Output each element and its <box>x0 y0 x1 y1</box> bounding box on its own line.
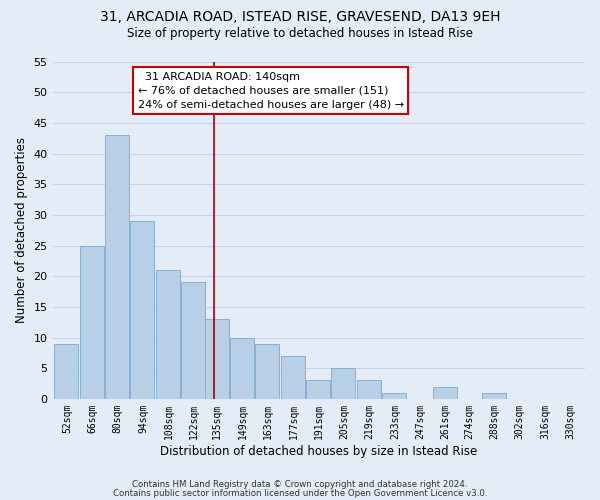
Text: 31 ARCADIA ROAD: 140sqm  
← 76% of detached houses are smaller (151)
24% of semi: 31 ARCADIA ROAD: 140sqm ← 76% of detache… <box>138 72 404 110</box>
Bar <box>331 368 355 399</box>
Bar <box>181 282 205 399</box>
Text: Contains HM Land Registry data © Crown copyright and database right 2024.: Contains HM Land Registry data © Crown c… <box>132 480 468 489</box>
Bar <box>230 338 254 399</box>
X-axis label: Distribution of detached houses by size in Istead Rise: Distribution of detached houses by size … <box>160 444 478 458</box>
Text: Size of property relative to detached houses in Istead Rise: Size of property relative to detached ho… <box>127 28 473 40</box>
Bar <box>382 392 406 399</box>
Bar <box>205 319 229 399</box>
Bar <box>105 135 129 399</box>
Y-axis label: Number of detached properties: Number of detached properties <box>15 137 28 323</box>
Bar <box>433 386 457 399</box>
Bar <box>482 392 506 399</box>
Bar <box>281 356 305 399</box>
Bar <box>156 270 179 399</box>
Text: 31, ARCADIA ROAD, ISTEAD RISE, GRAVESEND, DA13 9EH: 31, ARCADIA ROAD, ISTEAD RISE, GRAVESEND… <box>100 10 500 24</box>
Bar <box>357 380 381 399</box>
Text: Contains public sector information licensed under the Open Government Licence v3: Contains public sector information licen… <box>113 488 487 498</box>
Bar <box>306 380 330 399</box>
Bar <box>256 344 279 399</box>
Bar <box>130 221 154 399</box>
Bar <box>55 344 78 399</box>
Bar <box>80 246 104 399</box>
